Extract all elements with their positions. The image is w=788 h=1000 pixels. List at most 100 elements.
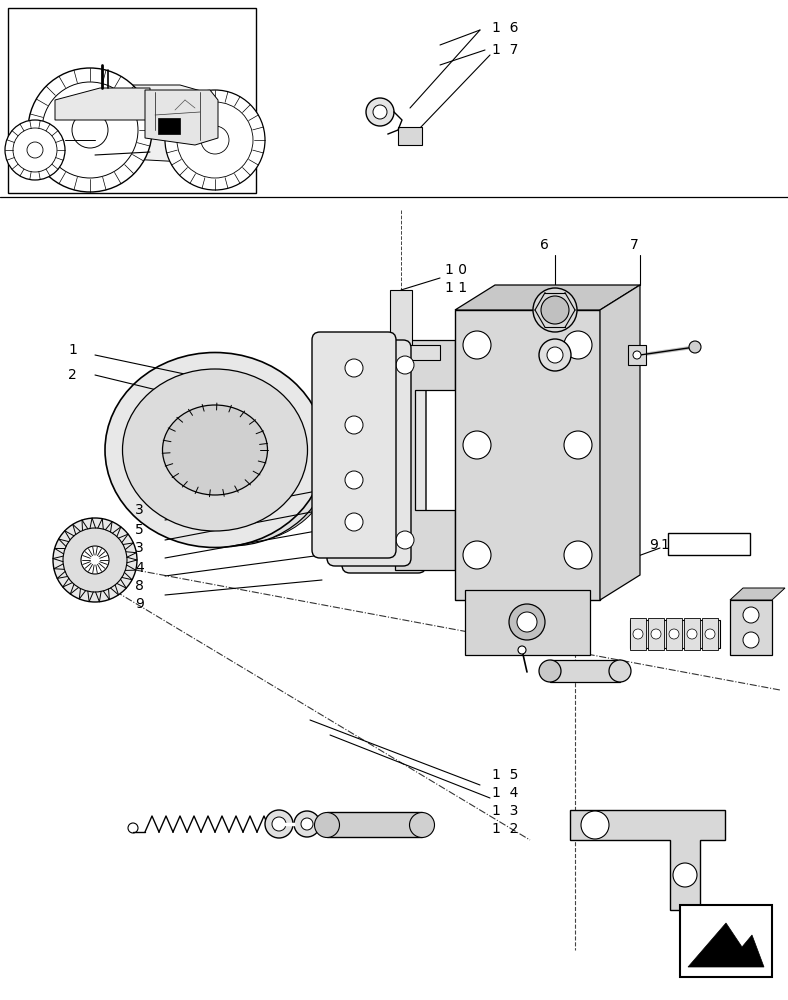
- Circle shape: [705, 629, 715, 639]
- Circle shape: [673, 863, 697, 887]
- Text: 9: 9: [649, 538, 658, 552]
- Circle shape: [13, 128, 57, 172]
- Circle shape: [463, 541, 491, 569]
- Circle shape: [272, 817, 286, 831]
- Circle shape: [265, 810, 293, 838]
- Circle shape: [5, 120, 65, 180]
- Circle shape: [72, 112, 108, 148]
- Circle shape: [509, 604, 545, 640]
- Circle shape: [633, 629, 643, 639]
- Circle shape: [463, 331, 491, 359]
- Bar: [702, 618, 718, 650]
- Circle shape: [541, 296, 569, 324]
- FancyBboxPatch shape: [342, 347, 426, 573]
- Bar: [390, 345, 440, 360]
- Text: 1 1: 1 1: [445, 281, 467, 295]
- Bar: [327, 812, 422, 837]
- Circle shape: [564, 541, 592, 569]
- Ellipse shape: [122, 369, 307, 531]
- Circle shape: [669, 629, 679, 639]
- Circle shape: [581, 811, 609, 839]
- Circle shape: [53, 518, 137, 602]
- Circle shape: [345, 513, 363, 531]
- Bar: [666, 618, 682, 650]
- Ellipse shape: [162, 405, 267, 495]
- Text: 6: 6: [540, 238, 549, 252]
- Text: 1: 1: [68, 343, 77, 357]
- Polygon shape: [730, 588, 785, 600]
- Circle shape: [375, 431, 393, 449]
- Circle shape: [375, 486, 393, 504]
- Bar: [390, 290, 412, 345]
- Circle shape: [743, 607, 759, 623]
- Circle shape: [743, 632, 759, 648]
- Polygon shape: [145, 90, 218, 145]
- Text: 1  3: 1 3: [492, 804, 519, 818]
- Circle shape: [345, 416, 363, 434]
- Circle shape: [27, 142, 43, 158]
- Text: 5: 5: [135, 523, 143, 537]
- Text: 1  6: 1 6: [492, 21, 519, 35]
- Text: 9: 9: [135, 597, 144, 611]
- Bar: [628, 345, 646, 365]
- Text: 1 0: 1 0: [445, 263, 467, 277]
- Ellipse shape: [147, 381, 333, 543]
- Circle shape: [463, 431, 491, 459]
- Circle shape: [518, 646, 526, 654]
- Circle shape: [81, 546, 109, 574]
- Circle shape: [294, 811, 320, 837]
- Bar: [684, 618, 700, 650]
- Polygon shape: [55, 88, 150, 120]
- Ellipse shape: [410, 812, 434, 838]
- FancyBboxPatch shape: [327, 340, 411, 566]
- Polygon shape: [688, 923, 764, 967]
- Circle shape: [360, 367, 378, 385]
- Bar: [550, 660, 620, 682]
- Circle shape: [564, 431, 592, 459]
- Circle shape: [42, 82, 138, 178]
- Polygon shape: [455, 285, 640, 310]
- Polygon shape: [600, 285, 640, 600]
- Circle shape: [28, 68, 152, 192]
- Text: 1: 1: [660, 538, 669, 552]
- Circle shape: [564, 331, 592, 359]
- Ellipse shape: [609, 660, 631, 682]
- Circle shape: [63, 528, 127, 592]
- Text: 2: 2: [68, 368, 76, 382]
- Bar: [398, 127, 422, 145]
- Circle shape: [360, 479, 378, 497]
- Bar: [730, 600, 772, 655]
- Circle shape: [651, 629, 661, 639]
- Circle shape: [687, 629, 697, 639]
- Polygon shape: [395, 340, 455, 570]
- Text: 8: 8: [135, 579, 144, 593]
- Text: 3: 3: [135, 541, 143, 555]
- Circle shape: [177, 102, 253, 178]
- Circle shape: [375, 528, 393, 546]
- Circle shape: [533, 288, 577, 332]
- Text: 1  2: 1 2: [492, 822, 519, 836]
- Ellipse shape: [105, 353, 325, 548]
- Circle shape: [301, 818, 313, 830]
- Circle shape: [396, 531, 414, 549]
- Circle shape: [375, 374, 393, 392]
- Text: 5 . 1: 5 . 1: [672, 538, 703, 552]
- Polygon shape: [465, 590, 590, 655]
- Bar: [668, 533, 750, 555]
- Ellipse shape: [130, 368, 330, 546]
- Polygon shape: [55, 85, 240, 165]
- Text: 1  7: 1 7: [492, 43, 519, 57]
- Circle shape: [547, 347, 563, 363]
- Circle shape: [165, 90, 265, 190]
- FancyBboxPatch shape: [312, 332, 396, 558]
- Circle shape: [539, 339, 571, 371]
- Bar: [630, 618, 646, 650]
- Circle shape: [689, 341, 701, 353]
- Circle shape: [345, 471, 363, 489]
- Polygon shape: [455, 310, 600, 600]
- Circle shape: [633, 351, 641, 359]
- Text: 1  4: 1 4: [492, 786, 519, 800]
- Circle shape: [360, 521, 378, 539]
- Bar: [648, 618, 664, 650]
- Polygon shape: [570, 810, 725, 910]
